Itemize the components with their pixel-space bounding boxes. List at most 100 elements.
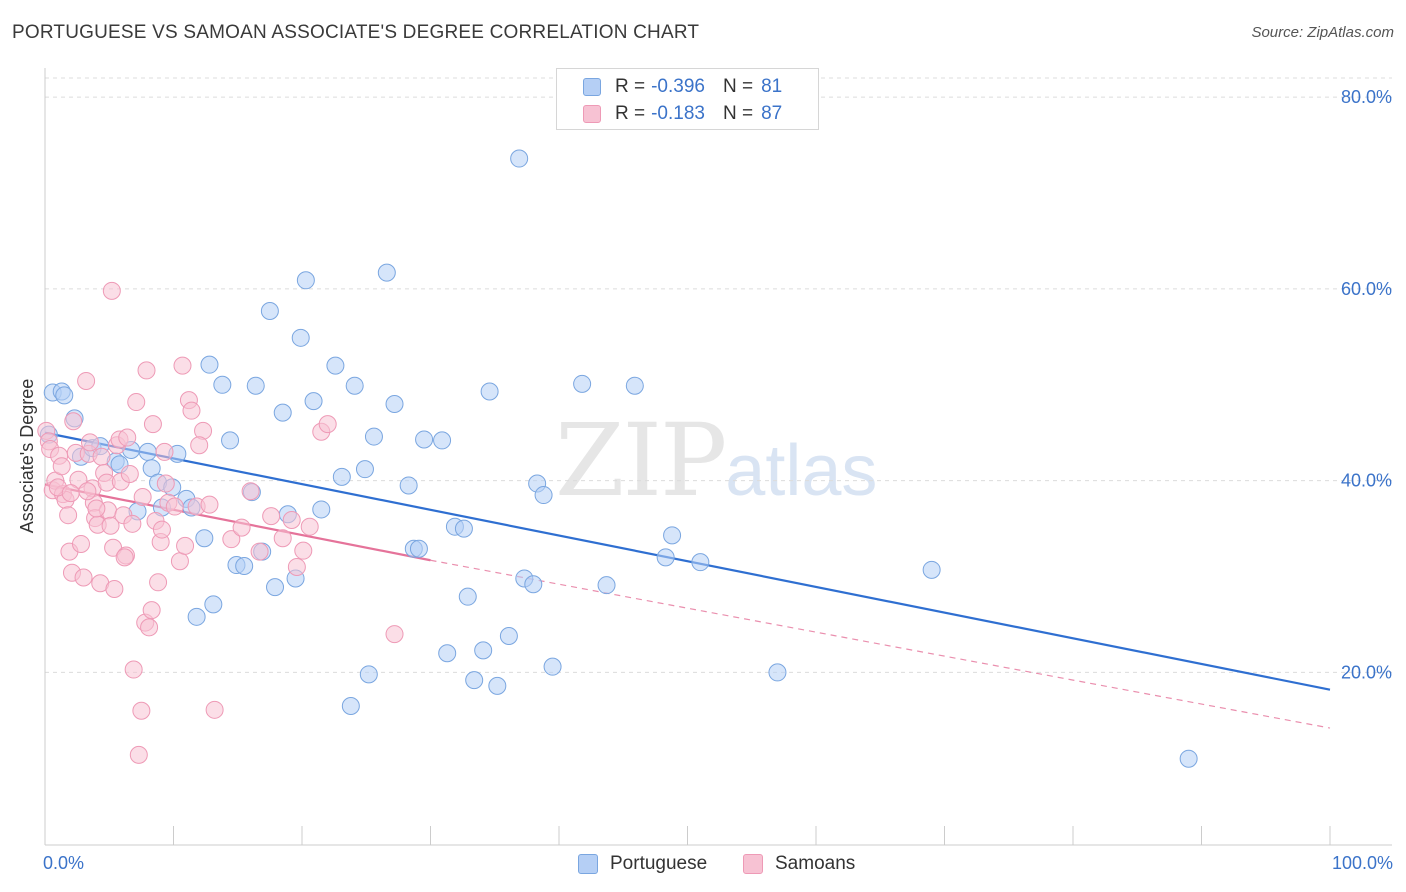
samoan-point bbox=[78, 482, 97, 501]
portuguese-point bbox=[438, 644, 457, 663]
portuguese-swatch bbox=[583, 78, 601, 96]
portuguese-point bbox=[246, 376, 265, 395]
portuguese-point bbox=[200, 355, 219, 374]
samoan-point bbox=[133, 487, 152, 506]
portuguese-point bbox=[273, 403, 292, 422]
portuguese-point bbox=[221, 431, 240, 450]
portuguese-point bbox=[213, 375, 232, 394]
portuguese-point bbox=[55, 386, 74, 405]
legend-row-samoans: R = -0.183 N = 87 bbox=[583, 102, 782, 126]
portuguese-point bbox=[543, 657, 562, 676]
samoan-point bbox=[102, 281, 121, 300]
portuguese-point bbox=[499, 626, 518, 645]
portuguese-point bbox=[474, 641, 493, 660]
portuguese-legend-label: Portuguese bbox=[610, 853, 708, 874]
portuguese-r-value: -0.396 bbox=[651, 76, 705, 97]
samoan-point bbox=[143, 415, 162, 434]
samoan-point bbox=[129, 745, 148, 764]
grid bbox=[45, 77, 1392, 673]
watermark: ZIPatlas bbox=[555, 402, 877, 519]
portuguese-point bbox=[465, 671, 484, 690]
portuguese-point bbox=[332, 467, 351, 486]
portuguese-point bbox=[364, 427, 383, 446]
portuguese-point bbox=[524, 575, 543, 594]
samoan-point bbox=[182, 401, 201, 420]
y-tick-label: 80.0% bbox=[1341, 87, 1392, 107]
portuguese-point bbox=[355, 460, 374, 479]
bottom-legend-samoans: Samoans bbox=[743, 852, 855, 876]
axes bbox=[44, 68, 1392, 846]
samoan-point bbox=[318, 415, 337, 434]
samoan-point bbox=[170, 552, 189, 571]
x-tick-label: 100.0% bbox=[1332, 853, 1393, 873]
portuguese-point bbox=[195, 529, 214, 548]
portuguese-point bbox=[573, 374, 592, 393]
x-tick-label: 0.0% bbox=[43, 853, 84, 873]
samoan-point bbox=[385, 625, 404, 644]
samoan-point bbox=[232, 518, 251, 537]
samoan-point bbox=[282, 510, 301, 529]
portuguese-point bbox=[345, 376, 364, 395]
samoan-point bbox=[80, 433, 99, 452]
samoan-point bbox=[300, 517, 319, 536]
samoan-point bbox=[250, 542, 269, 561]
samoan-point bbox=[120, 464, 139, 483]
samoan-point bbox=[118, 428, 137, 447]
samoan-point bbox=[74, 568, 93, 587]
samoan-point bbox=[71, 534, 90, 553]
portuguese-point bbox=[377, 263, 396, 282]
portuguese-point bbox=[326, 356, 345, 375]
samoan-trend-extension bbox=[430, 559, 1331, 729]
samoan-point bbox=[142, 601, 161, 620]
samoan-point bbox=[190, 436, 209, 455]
portuguese-point bbox=[768, 663, 787, 682]
watermark-atlas: atlas bbox=[725, 431, 878, 511]
source-note: Source: ZipAtlas.com bbox=[1251, 24, 1394, 41]
portuguese-point bbox=[138, 442, 157, 461]
portuguese-point bbox=[204, 595, 223, 614]
portuguese-point bbox=[359, 665, 378, 684]
legend-row-portuguese: R = -0.396 N = 81 bbox=[583, 75, 782, 99]
samoan-point bbox=[155, 442, 174, 461]
samoan-point bbox=[152, 520, 171, 539]
portuguese-point bbox=[291, 328, 310, 347]
samoan-point bbox=[149, 573, 168, 592]
samoan-point bbox=[294, 541, 313, 560]
stats-legend: R = -0.396 N = 81 R = -0.183 N = 87 bbox=[556, 68, 819, 130]
samoan-point bbox=[156, 474, 175, 493]
portuguese-point bbox=[385, 394, 404, 413]
portuguese-point bbox=[691, 553, 710, 572]
samoan-point bbox=[287, 557, 306, 576]
data-points bbox=[37, 149, 1198, 768]
samoans-legend-swatch bbox=[743, 854, 763, 874]
chart-title: PORTUGUESE VS SAMOAN ASSOCIATE'S DEGREE … bbox=[12, 22, 700, 43]
portuguese-point bbox=[1179, 749, 1198, 768]
samoan-point bbox=[61, 484, 80, 503]
samoans-legend-label: Samoans bbox=[775, 853, 856, 874]
portuguese-point bbox=[663, 526, 682, 545]
samoan-point bbox=[115, 548, 134, 567]
portuguese-point bbox=[266, 578, 285, 597]
samoan-point bbox=[140, 618, 159, 637]
y-axis-label: Associate's Degree bbox=[17, 379, 37, 534]
samoan-point bbox=[200, 495, 219, 514]
portuguese-point bbox=[399, 476, 418, 495]
watermark-zip: ZIP bbox=[555, 402, 727, 519]
samoan-point bbox=[273, 529, 292, 548]
samoan-point bbox=[64, 412, 83, 431]
portuguese-point bbox=[260, 301, 279, 320]
portuguese-n-value: 81 bbox=[761, 76, 783, 97]
portuguese-point bbox=[312, 500, 331, 519]
r-label: R = bbox=[615, 103, 646, 124]
portuguese-point bbox=[488, 676, 507, 695]
portuguese-point bbox=[625, 376, 644, 395]
portuguese-point bbox=[597, 576, 616, 595]
y-tick-label: 60.0% bbox=[1341, 279, 1392, 299]
n-label: N = bbox=[722, 76, 754, 97]
samoans-n-value: 87 bbox=[761, 103, 783, 124]
samoan-point bbox=[241, 482, 260, 501]
portuguese-point bbox=[235, 557, 254, 576]
portuguese-point bbox=[534, 486, 553, 505]
y-tick-label: 20.0% bbox=[1341, 662, 1392, 682]
samoan-point bbox=[173, 356, 192, 375]
